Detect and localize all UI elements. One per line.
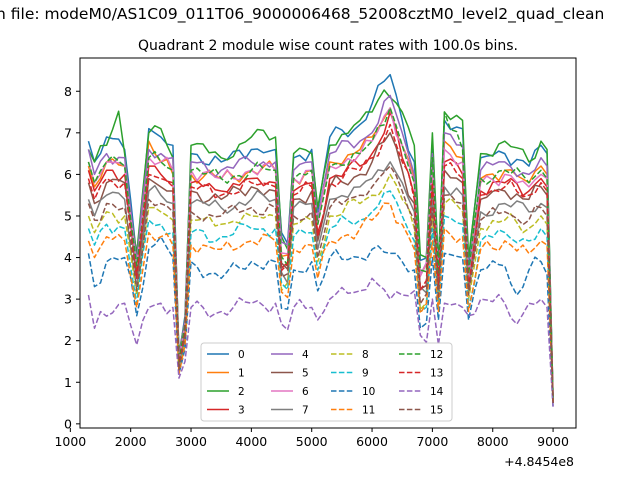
legend-label: 1 [238, 368, 245, 380]
series-line-11 [87, 202, 554, 404]
y-tick-label: 4 [64, 250, 72, 265]
x-tick-label: 5000 [296, 434, 328, 449]
legend-label: 0 [238, 349, 245, 361]
legend-label: 9 [362, 368, 369, 380]
x-axis-ticks: 1000 2000 3000 4000 5000 6000 7000 8000 9000 [54, 428, 569, 449]
chart-title: Quadrant 2 module wise count rates with … [138, 38, 518, 54]
legend-label: 8 [362, 349, 369, 361]
legend-item-4: 4 [271, 349, 309, 361]
legend-label: 7 [302, 405, 309, 417]
legend-item-8: 8 [331, 349, 369, 361]
legend-item-6: 6 [271, 386, 309, 398]
y-tick-label: 2 [64, 333, 72, 348]
y-tick-label: 1 [64, 375, 72, 390]
legend-item-13: 13 [399, 368, 443, 380]
x-tick-label: 9000 [537, 434, 569, 449]
legend-item-1: 1 [207, 368, 245, 380]
legend-item-5: 5 [271, 368, 309, 380]
legend-label: 13 [430, 368, 443, 380]
series-line-6 [87, 107, 554, 399]
x-tick-label: 3000 [175, 434, 207, 449]
y-tick-label: 6 [64, 167, 72, 182]
y-axis-ticks: 0 1 2 3 4 5 6 7 8 [64, 84, 80, 431]
legend-label: 10 [362, 386, 375, 398]
plot-area [79, 57, 577, 429]
series-layer [87, 73, 554, 408]
series-line-12 [87, 107, 554, 399]
legend-item-9: 9 [331, 368, 369, 380]
y-tick-label: 5 [64, 208, 72, 223]
legend-item-3: 3 [207, 405, 245, 417]
x-tick-label: 1000 [54, 434, 86, 449]
legend-label: 14 [430, 386, 444, 398]
legend-item-15: 15 [399, 405, 443, 417]
series-line-8 [87, 173, 554, 404]
series-line-13 [87, 123, 554, 404]
y-tick-label: 3 [64, 292, 72, 307]
x-tick-label: 2000 [115, 434, 147, 449]
series-line-7 [87, 161, 554, 404]
x-tick-label: 6000 [356, 434, 388, 449]
legend-frame [200, 342, 453, 422]
legend-item-14: 14 [399, 386, 444, 398]
legend-label: 3 [238, 405, 245, 417]
legend-item-7: 7 [271, 405, 309, 417]
series-line-10 [87, 236, 554, 408]
legend-label: 12 [430, 349, 443, 361]
series-line-15 [87, 165, 554, 404]
series-line-14 [87, 277, 554, 408]
y-tick-label: 8 [64, 84, 72, 99]
x-offset-label: +4.8454e8 [504, 454, 574, 469]
legend-item-11: 11 [331, 405, 375, 417]
legend-item-12: 12 [399, 349, 443, 361]
legend-item-2: 2 [207, 386, 245, 398]
legend-label: 6 [302, 386, 309, 398]
series-line-2 [87, 89, 554, 399]
legend-label: 4 [302, 349, 309, 361]
figure-suptitle: n file: modeM0/AS1C09_011T06_9000006468_… [0, 5, 604, 24]
legend-label: 15 [430, 405, 443, 417]
y-tick-label: 0 [64, 416, 72, 431]
x-tick-label: 7000 [416, 434, 448, 449]
legend-label: 5 [302, 368, 309, 380]
x-tick-label: 4000 [235, 434, 267, 449]
y-tick-label: 7 [64, 125, 72, 140]
x-tick-label: 8000 [477, 434, 509, 449]
axes-frame [79, 57, 577, 429]
legend-label: 2 [238, 386, 245, 398]
legend-item-10: 10 [331, 386, 375, 398]
legend-item-0: 0 [207, 349, 245, 361]
legend-label: 11 [362, 405, 375, 417]
